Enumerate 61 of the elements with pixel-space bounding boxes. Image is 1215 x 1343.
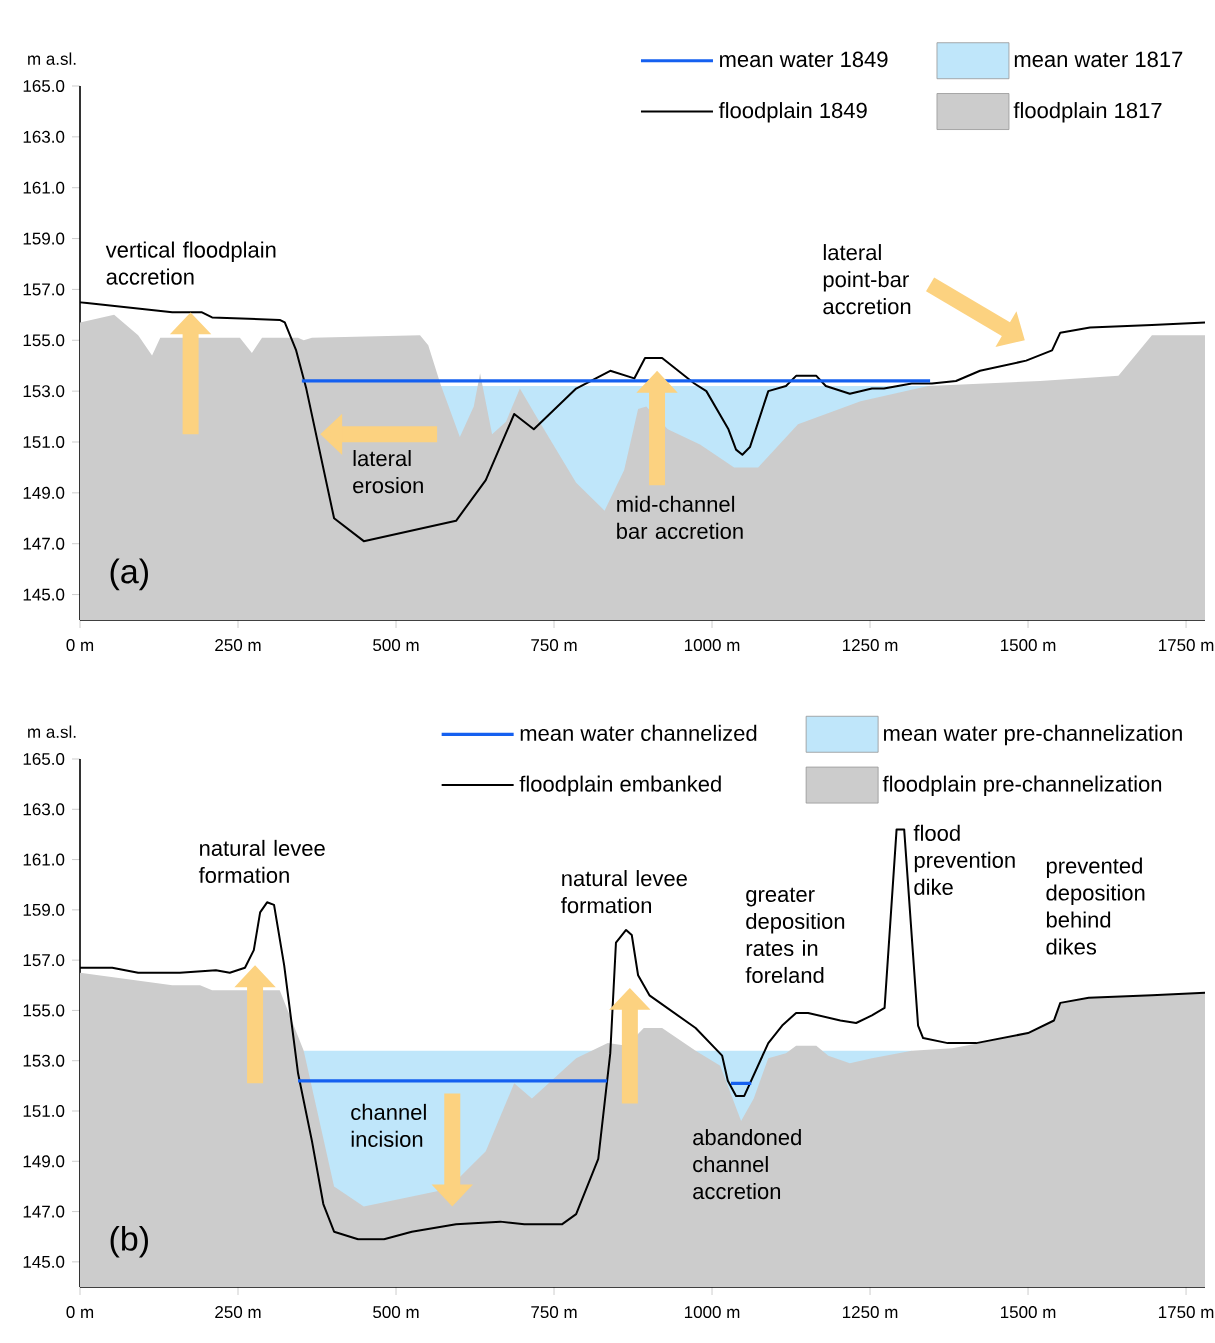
x-tick-label: 1000 m	[684, 639, 740, 652]
legend-label: floodplain 1817	[1013, 102, 1162, 123]
x-tick-label: 1500 m	[1000, 639, 1056, 652]
x-tick-label: 1750 m	[1158, 639, 1214, 652]
y-tick-label: 155.0	[23, 1004, 65, 1017]
x-tick-label: 750 m	[531, 1306, 577, 1319]
y-tick-label: 165.0	[23, 752, 65, 765]
annotation: greater deposition rates in foreland	[745, 887, 845, 984]
x-tick-label: 1750 m	[1158, 1306, 1214, 1319]
x-tick-label: 0 m	[66, 1306, 94, 1319]
y-tick-label: 149.0	[23, 486, 65, 499]
annotation: channel incision	[351, 1103, 426, 1148]
annotation: natural levee formation	[561, 870, 687, 914]
y-axis-title: m a.sl.	[28, 52, 76, 65]
x-tick-label: 250 m	[215, 639, 261, 652]
y-tick-label: 145.0	[23, 588, 65, 601]
legend-label: floodplain 1849	[718, 102, 867, 123]
annotation: flood prevention dike	[913, 824, 1015, 895]
y-tick-label: 151.0	[23, 1104, 65, 1118]
y-tick-label: 147.0	[23, 1205, 65, 1218]
y-tick-label: 153.0	[23, 385, 65, 398]
y-tick-label: 151.0	[23, 435, 65, 448]
annotation: prevented deposition behind dikes	[1046, 857, 1145, 955]
y-tick-label: 157.0	[23, 954, 65, 967]
x-tick-label: 0 m	[66, 639, 94, 652]
annotation: abandoned channel accretion	[693, 1129, 801, 1200]
y-tick-label: 153.0	[23, 1054, 65, 1067]
y-axis-title: m a.sl.	[28, 725, 76, 738]
x-tick-label: 500 m	[373, 639, 419, 652]
y-tick-label: 147.0	[23, 537, 65, 550]
x-tick-label: 1000 m	[684, 1306, 740, 1319]
y-tick-label: 163.0	[23, 803, 65, 816]
y-tick-label: 159.0	[23, 903, 65, 916]
legend-label: floodplain embanked	[519, 775, 721, 797]
x-tick-label: 1250 m	[842, 1306, 898, 1319]
y-tick-label: 145.0	[23, 1255, 65, 1268]
legend-label: mean water channelized	[520, 724, 757, 741]
legend-label: mean water 1849	[720, 51, 888, 68]
annotation: (a)	[110, 558, 148, 591]
legend-label: mean water 1817	[1014, 51, 1183, 68]
y-tick-label: 157.0	[23, 283, 65, 296]
y-tick-label: 149.0	[23, 1155, 65, 1168]
y-tick-label: 165.0	[23, 79, 65, 92]
annotation: vertical floodplain accretion	[105, 241, 276, 285]
legend-label: floodplain pre-channelization	[882, 775, 1162, 797]
y-tick-label: 163.0	[23, 130, 65, 143]
y-tick-label: 155.0	[23, 334, 65, 347]
x-tick-label: 500 m	[373, 1306, 419, 1319]
x-tick-label: 1500 m	[1000, 1306, 1056, 1319]
y-tick-label: 159.0	[23, 232, 65, 245]
legend-label: mean water pre-channelization	[884, 724, 1182, 746]
x-tick-label: 750 m	[531, 639, 577, 652]
annotation: lateral point-bar accretion	[823, 244, 911, 315]
annotation: lateral erosion	[353, 450, 423, 494]
annotation: mid-channel bar accretion	[617, 495, 743, 539]
x-tick-label: 250 m	[215, 1306, 261, 1319]
x-tick-label: 1250 m	[842, 639, 898, 652]
annotation: natural levee formation	[198, 839, 325, 884]
annotation: (b)	[110, 1225, 148, 1258]
y-tick-label: 161.0	[23, 181, 65, 194]
y-tick-label: 161.0	[23, 853, 65, 866]
